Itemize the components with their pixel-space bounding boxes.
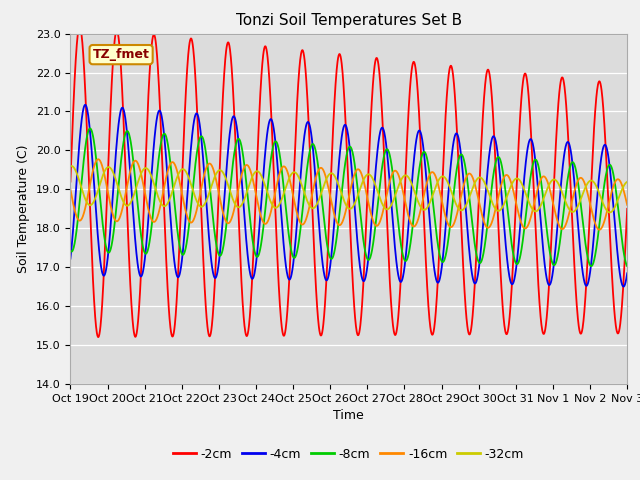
-2cm — [338, 61, 346, 67]
-2cm — [623, 206, 631, 212]
-8cm — [95, 185, 103, 191]
Line: -16cm: -16cm — [70, 159, 627, 230]
-16cm — [67, 186, 74, 192]
-2cm — [506, 317, 513, 323]
Title: Tonzi Soil Temperatures Set B: Tonzi Soil Temperatures Set B — [236, 13, 462, 28]
-2cm — [95, 331, 103, 337]
-4cm — [95, 247, 103, 253]
Text: TZ_fmet: TZ_fmet — [93, 48, 150, 61]
Line: -8cm: -8cm — [70, 129, 627, 266]
-32cm — [606, 210, 614, 216]
-8cm — [623, 264, 631, 269]
-2cm — [95, 334, 102, 340]
X-axis label: Time: Time — [333, 409, 364, 422]
-16cm — [95, 157, 103, 163]
-32cm — [505, 188, 513, 193]
-8cm — [337, 192, 345, 198]
-4cm — [620, 284, 627, 289]
-16cm — [323, 178, 330, 183]
-16cm — [607, 191, 615, 196]
-16cm — [595, 227, 603, 233]
-32cm — [323, 176, 330, 181]
-16cm — [623, 202, 631, 208]
Line: -4cm: -4cm — [70, 105, 627, 287]
-2cm — [608, 265, 616, 271]
-2cm — [323, 266, 331, 272]
-4cm — [607, 180, 615, 186]
-8cm — [607, 164, 615, 169]
-4cm — [323, 277, 330, 283]
-8cm — [323, 239, 330, 245]
-32cm — [607, 209, 615, 215]
-8cm — [86, 126, 93, 132]
-4cm — [607, 177, 615, 183]
-32cm — [68, 163, 76, 169]
-32cm — [67, 163, 74, 169]
Legend: -2cm, -4cm, -8cm, -16cm, -32cm: -2cm, -4cm, -8cm, -16cm, -32cm — [168, 443, 529, 466]
-16cm — [337, 221, 345, 227]
Y-axis label: Soil Temperature (C): Soil Temperature (C) — [17, 144, 30, 273]
-2cm — [76, 24, 83, 30]
-16cm — [505, 175, 513, 180]
-4cm — [67, 256, 74, 262]
-8cm — [607, 163, 615, 169]
Line: -32cm: -32cm — [70, 166, 627, 213]
-4cm — [81, 102, 89, 108]
-2cm — [607, 260, 615, 266]
-8cm — [67, 248, 74, 253]
-32cm — [337, 191, 345, 196]
Line: -2cm: -2cm — [70, 27, 627, 337]
-4cm — [505, 272, 513, 277]
-32cm — [95, 184, 103, 190]
-4cm — [337, 136, 345, 142]
-32cm — [623, 179, 631, 185]
-8cm — [505, 221, 513, 227]
-16cm — [95, 156, 102, 162]
-32cm — [608, 209, 616, 215]
-2cm — [67, 179, 74, 184]
-16cm — [608, 189, 616, 195]
-4cm — [623, 270, 631, 276]
